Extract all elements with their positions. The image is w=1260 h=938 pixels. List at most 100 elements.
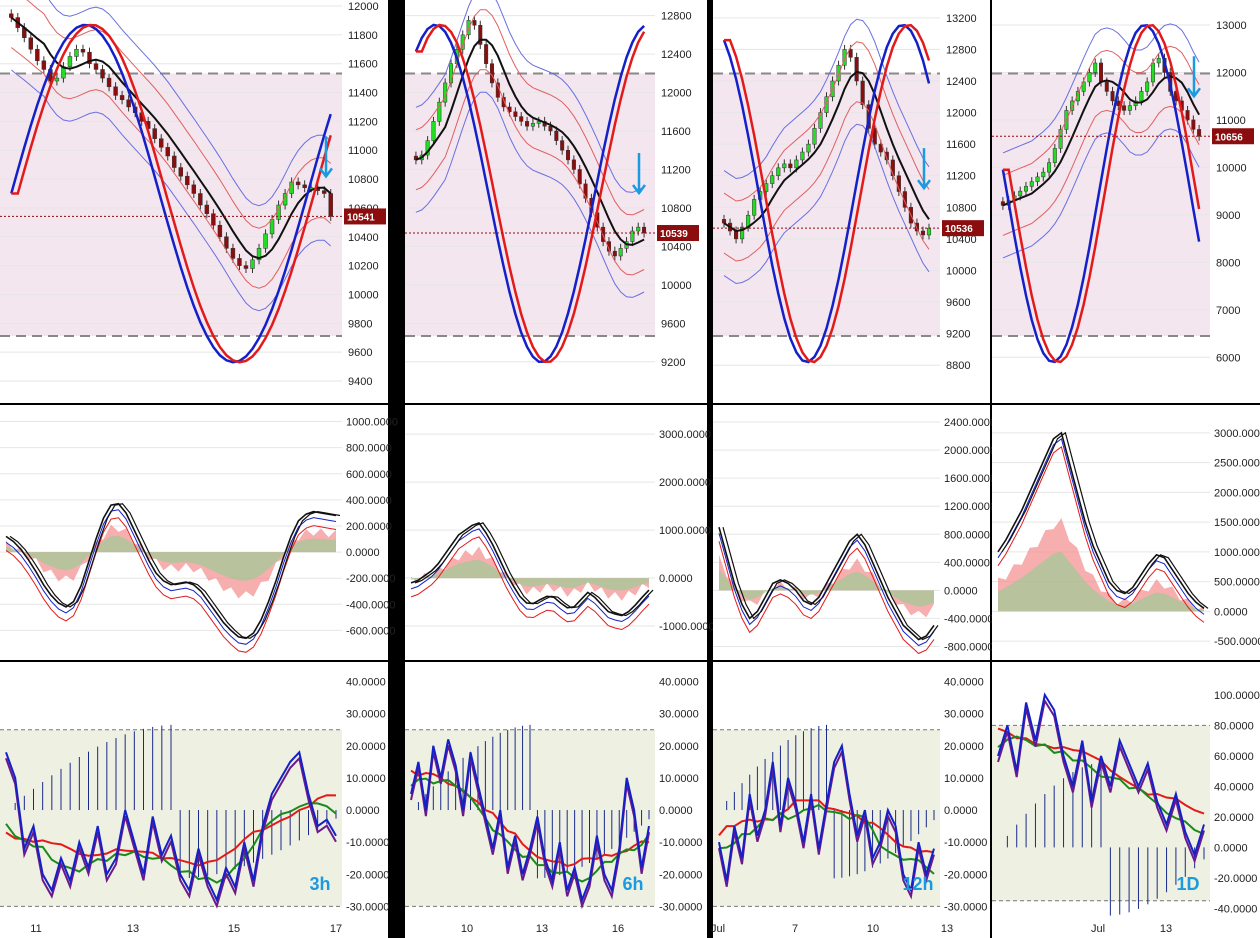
candle [113, 86, 118, 96]
macd-blue-line [718, 533, 935, 647]
candle [1029, 181, 1034, 187]
candle [159, 138, 164, 148]
candle [752, 199, 757, 216]
candle [583, 183, 588, 199]
candle [878, 143, 883, 153]
candle [571, 159, 576, 170]
down-arrow-annotation [632, 153, 646, 196]
candle [178, 167, 183, 177]
osc-tick-label: 30.0000 [346, 709, 386, 721]
macd-tick-label: 1500.0000 [1214, 517, 1260, 529]
candle [800, 151, 805, 161]
date-tick-label: 13 [127, 923, 139, 935]
current-price-label: 10539 [660, 229, 688, 240]
stoch-blue-line [414, 23, 645, 363]
osc-tick-label: 20.0000 [944, 741, 984, 753]
macd-tick-label: 1000.0000 [659, 525, 711, 537]
osc-tick-label: 30.0000 [659, 709, 699, 721]
macd-tick-label: -200.0000 [346, 573, 396, 585]
macd-tick-label: 500.0000 [1214, 577, 1260, 589]
macd-tick-label: 0.0000 [1214, 606, 1248, 618]
macd-blue-line [997, 437, 1205, 615]
candle [794, 159, 799, 169]
macd-tick-label: 0.0000 [659, 573, 693, 585]
macd-tick-label: -400.0000 [346, 599, 396, 611]
candle [884, 151, 889, 161]
candle [119, 95, 125, 101]
price-tick-label: 9400 [348, 376, 372, 388]
panel-1D: 13000 12000 11000 10000 9000 8000 7000 6000 1065… [992, 0, 1260, 938]
band-shade [992, 73, 1210, 336]
macd-line-2 [9, 503, 341, 639]
candle [198, 193, 203, 206]
date-tick-label: 15 [228, 923, 240, 935]
price-tick-label: 10000 [1216, 162, 1247, 174]
candle [224, 236, 229, 249]
date-tick-label: 16 [612, 923, 624, 935]
price-tick-label: 11600 [661, 126, 691, 138]
price-tick-label: 10800 [348, 174, 379, 186]
date-tick-label: 17 [330, 923, 342, 935]
candle [530, 123, 535, 127]
candle [566, 149, 571, 161]
candle [721, 219, 727, 224]
candle [1156, 57, 1161, 64]
candle [126, 99, 131, 108]
price-tick-label: 11200 [946, 171, 976, 183]
candle [165, 147, 170, 157]
panel-6h: 12800 12400 12000 11600 11200 10800 10400 10000… [405, 0, 715, 938]
candle [1197, 129, 1202, 137]
osc-tick-label: -20.0000 [944, 869, 987, 881]
osc-tick-label: 60.0000 [1214, 751, 1254, 763]
macd-tick-label: 200.0000 [346, 521, 392, 533]
candle [824, 96, 829, 113]
price-tick-label: 10000 [661, 280, 692, 292]
candle [836, 64, 841, 82]
moving-average-line [723, 70, 930, 233]
price-tick-label: 10800 [661, 203, 692, 215]
candle [782, 163, 787, 169]
osc-tick-label: -40.0000 [1214, 903, 1257, 915]
macd-line [997, 431, 1205, 610]
macd-tick-label: 2000.0000 [1214, 487, 1260, 499]
candle [328, 193, 333, 217]
osc-tick-label: 40.0000 [1214, 781, 1254, 793]
candle [237, 258, 242, 266]
candle [302, 184, 307, 188]
candle [437, 101, 442, 122]
outer-upper-band-line [1002, 23, 1200, 154]
price-tick-label: 11800 [348, 30, 378, 42]
price-tick-label: 8800 [946, 360, 970, 372]
price-tick-label: 9600 [661, 318, 685, 330]
osc-red-line [5, 794, 337, 867]
candle [152, 128, 157, 139]
candle [35, 49, 40, 62]
timeframe-label: 6h [622, 874, 643, 894]
candle [612, 250, 617, 257]
osc-tick-label: -20.0000 [1214, 873, 1257, 885]
price-tick-label: 13200 [946, 13, 977, 25]
candle [1110, 91, 1115, 102]
candle [890, 159, 895, 176]
macd-area-red [411, 546, 649, 601]
price-tick-label: 8000 [1216, 257, 1240, 269]
macd-tick-label: 2500.0000 [1214, 458, 1260, 470]
date-tick-label: 11 [30, 923, 41, 935]
candle [217, 224, 223, 238]
osc-tick-label: 80.0000 [1214, 720, 1254, 732]
date-tick-label: 13 [536, 923, 548, 935]
price-tick-label: 11400 [348, 88, 378, 100]
macd-tick-label: 1600.0000 [944, 473, 996, 485]
down-arrow-annotation [1187, 56, 1201, 99]
osc-tick-label: -10.0000 [346, 837, 389, 849]
stoch-red-line [11, 23, 332, 364]
candle [1000, 201, 1005, 206]
macd-blue-line [5, 509, 337, 645]
stoch-blue-line [10, 23, 332, 364]
current-price-label: 10536 [945, 224, 973, 235]
macd-tick-label: -400.0000 [944, 613, 994, 625]
panel-12h: 1320012800124001200011600112001080010400… [711, 0, 996, 938]
candle [1139, 91, 1144, 102]
candle [513, 111, 518, 117]
macd-tick-label: 1000.0000 [346, 417, 398, 429]
